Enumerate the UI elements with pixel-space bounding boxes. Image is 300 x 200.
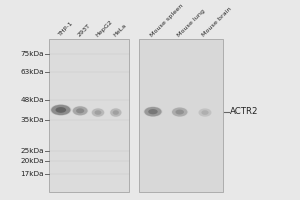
Ellipse shape [110,108,122,117]
Text: Mouse lung: Mouse lung [176,8,206,38]
Ellipse shape [148,109,158,114]
Text: HeLa: HeLa [112,23,127,38]
Text: 20kDa: 20kDa [20,158,44,164]
Text: 25kDa: 25kDa [20,148,44,154]
Ellipse shape [176,110,184,115]
Text: Mouse brain: Mouse brain [202,6,233,38]
Text: THP-1: THP-1 [57,21,74,38]
Text: HepG2: HepG2 [94,19,113,38]
Ellipse shape [72,106,88,116]
Text: ACTR2: ACTR2 [230,107,258,116]
Ellipse shape [50,104,71,116]
Ellipse shape [73,106,88,115]
Text: 293T: 293T [76,23,92,38]
Bar [139,39,224,192]
Ellipse shape [94,110,101,115]
Text: 48kDa: 48kDa [20,97,44,103]
Ellipse shape [171,107,188,117]
Ellipse shape [56,107,66,113]
Ellipse shape [198,108,212,117]
Ellipse shape [92,108,104,117]
Ellipse shape [113,110,119,115]
Ellipse shape [91,108,105,117]
Ellipse shape [198,108,212,117]
Ellipse shape [76,108,84,113]
Text: Mouse spleen: Mouse spleen [149,3,184,38]
Ellipse shape [143,106,163,117]
Ellipse shape [51,105,70,115]
Ellipse shape [201,110,208,115]
Text: 63kDa: 63kDa [20,69,44,75]
Ellipse shape [144,107,162,116]
Bar [49,39,129,192]
Ellipse shape [110,108,122,117]
Text: 35kDa: 35kDa [20,117,44,123]
Text: 17kDa: 17kDa [20,171,44,177]
Ellipse shape [172,108,188,117]
Text: 75kDa: 75kDa [20,51,44,57]
